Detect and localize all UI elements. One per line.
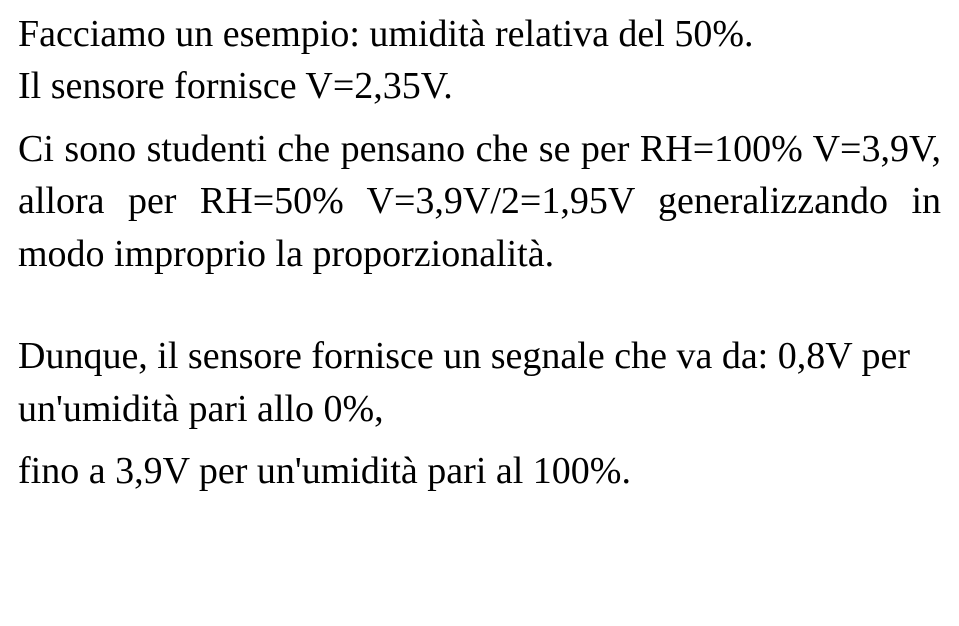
paragraph-2: Ci sono studenti che pensano che se per …: [18, 123, 941, 280]
paragraph-3: Dunque, il sensore fornisce un segnale c…: [18, 330, 941, 435]
paragraph-1: Facciamo un esempio: umidità relativa de…: [18, 8, 941, 113]
paragraph-gap: [18, 290, 941, 330]
paragraph-1-line-1: Facciamo un esempio: umidità relativa de…: [18, 13, 754, 55]
paragraph-4: fino a 3,9V per un'umidità pari al 100%.: [18, 445, 941, 497]
paragraph-1-line-2: Il sensore fornisce V=2,35V.: [18, 65, 453, 107]
document-page: Facciamo un esempio: umidità relativa de…: [0, 0, 959, 626]
